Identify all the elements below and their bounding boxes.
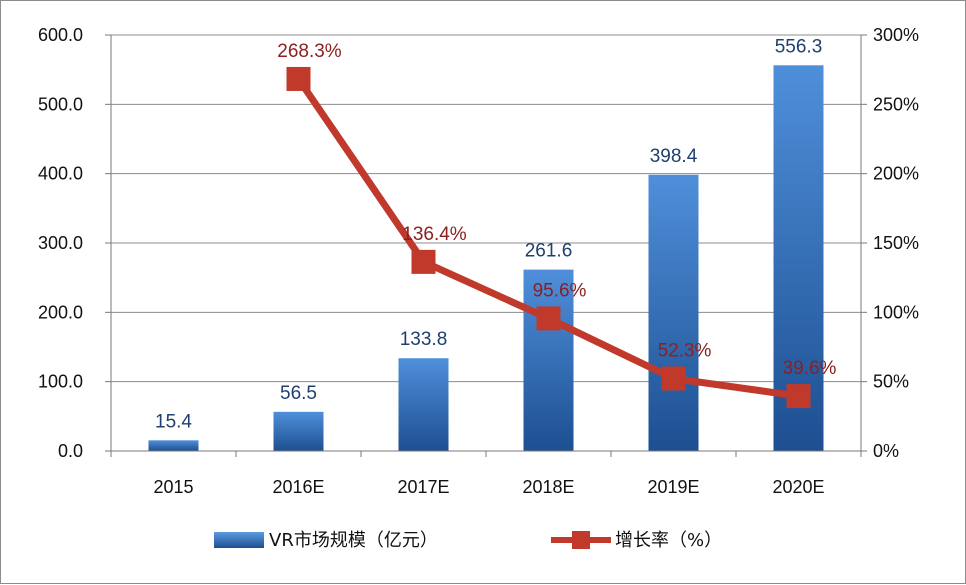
right-tick-label: 100% <box>873 302 919 322</box>
right-tick-label: 150% <box>873 233 919 253</box>
left-tick-label: 100.0 <box>38 372 83 392</box>
right-tick-label: 250% <box>873 94 919 114</box>
bar-data-label: 261.6 <box>525 241 573 262</box>
line-data-label: 95.6% <box>533 280 587 301</box>
right-tick-label: 300% <box>873 25 919 45</box>
left-tick-label: 300.0 <box>38 233 83 253</box>
gridlines <box>111 34 861 452</box>
x-tick-label: 2020E <box>772 477 824 497</box>
bar <box>398 358 449 451</box>
legend-bar-swatch <box>214 532 264 548</box>
line-marker <box>286 66 311 91</box>
bar <box>148 440 199 451</box>
legend-line-marker <box>572 531 590 549</box>
x-tick-label: 2015 <box>153 477 193 497</box>
line-data-labels: 268.3% 136.4% 95.6% 52.3% 39.6% <box>277 41 836 379</box>
x-tick-label: 2018E <box>522 477 574 497</box>
bar <box>523 269 574 451</box>
left-tick-label: 200.0 <box>38 302 83 322</box>
right-axis-ticks: 0% 50% 100% 150% 200% 250% 300% <box>861 25 919 461</box>
bar-data-label: 56.5 <box>280 383 317 404</box>
bar-data-labels: 15.4 56.5 133.8 261.6 398.4 556.3 <box>155 36 822 432</box>
legend-bar-label: VR市场规模（亿元） <box>269 530 438 551</box>
left-tick-label: 500.0 <box>38 94 83 114</box>
left-tick-label: 400.0 <box>38 164 83 184</box>
x-axis-ticks: 2015 2016E 2017E 2018E 2019E 2020E <box>110 451 862 497</box>
line-marker <box>661 366 686 391</box>
left-axis-ticks: 0.0 100.0 200.0 300.0 400.0 500.0 600.0 <box>38 25 111 461</box>
bar-data-label: 133.8 <box>400 329 448 350</box>
line-data-label: 268.3% <box>277 41 342 62</box>
legend: VR市场规模（亿元） 增长率（%） <box>214 530 722 551</box>
bar-data-label: 15.4 <box>155 411 192 432</box>
legend-line-label: 增长率（%） <box>615 530 722 551</box>
bar-series <box>148 65 824 451</box>
line-data-label: 39.6% <box>783 358 837 379</box>
bar-data-label: 398.4 <box>650 146 698 167</box>
line-series <box>286 66 811 409</box>
left-tick-label: 0.0 <box>58 441 83 461</box>
line-marker <box>536 306 561 331</box>
line-marker <box>786 384 811 409</box>
x-tick-label: 2016E <box>272 477 324 497</box>
line-data-label: 52.3% <box>658 340 712 361</box>
x-tick-label: 2019E <box>647 477 699 497</box>
bar <box>648 174 699 451</box>
right-tick-label: 0% <box>873 441 899 461</box>
x-tick-label: 2017E <box>397 477 449 497</box>
bar <box>273 411 324 451</box>
right-tick-label: 50% <box>873 372 909 392</box>
line-data-label: 136.4% <box>402 224 467 245</box>
bar-data-label: 556.3 <box>775 36 823 57</box>
line-marker <box>411 249 436 274</box>
left-tick-label: 600.0 <box>38 25 83 45</box>
right-tick-label: 200% <box>873 164 919 184</box>
